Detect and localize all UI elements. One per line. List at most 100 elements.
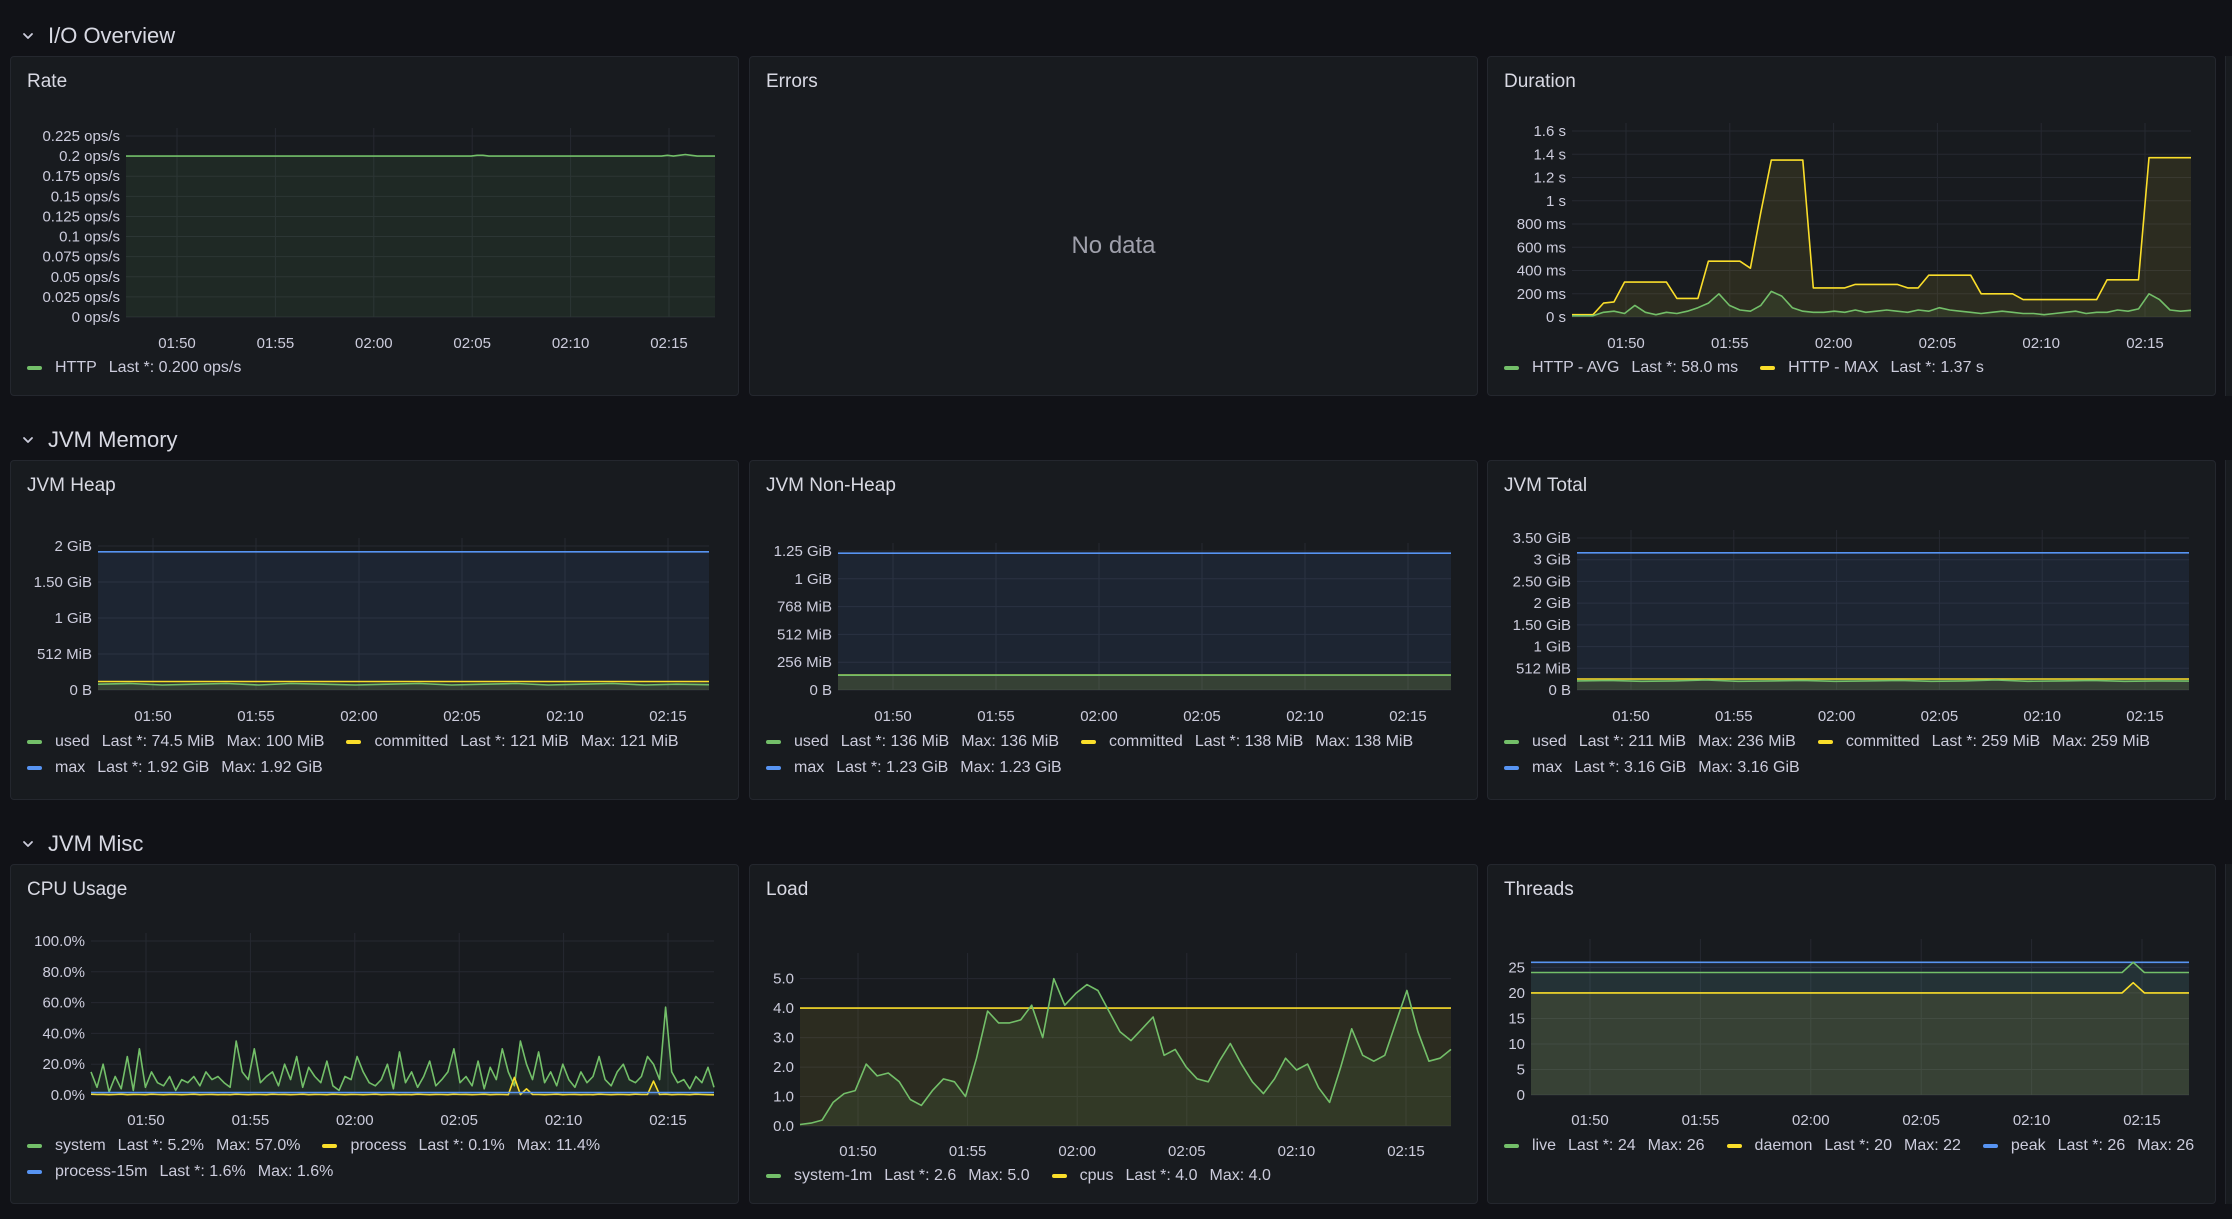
legend-series-name: committed [1845,733,1920,750]
series-fill-system-1m [800,978,1451,1126]
legend-series-name: max [794,759,825,776]
y-tick-label: 0.1 ops/s [59,229,120,246]
panel-cpu-usage[interactable]: CPU Usage 0.0% 20.0% 40.0% 60.0% 80.0% 100.0% 0… [10,864,739,1204]
panel-errors[interactable]: Errors No data [749,56,1478,396]
legend-item-max[interactable]: max Last *: 1.23 GiB Max: 1.23 GiB [766,759,1062,777]
legend-item-used[interactable]: used Last *: 136 MiB Max: 136 MiB [766,733,1059,751]
x-tick-label: 02:05 [443,708,481,725]
chevron-down-icon[interactable] [14,830,42,858]
x-tick-label: 02:05 [1902,1112,1940,1129]
legend-item-committed[interactable]: committed Last *: 138 MiB Max: 138 MiB [1081,733,1413,751]
legend-stat: Max: 26 [2137,1137,2195,1154]
y-tick-label: 400 ms [1517,263,1566,280]
y-tick-label: 1 s [1546,193,1566,210]
panel-title[interactable]: Rate [27,71,68,92]
legend-item-max[interactable]: max Last *: 1.92 GiB Max: 1.92 GiB [27,759,323,777]
legend-item-http-max[interactable]: HTTP - MAX Last *: 1.37 s [1760,359,1984,377]
y-tick-label: 2.50 GiB [1513,573,1571,590]
row-header-i-o-overview[interactable]: I/O Overview [0,12,2232,60]
legend: used Last *: 74.5 MiB Max: 100 MiB committe… [27,733,724,777]
legend-stat: Max: 26 [1647,1137,1705,1154]
series-fill-committed [98,681,709,690]
panel-title[interactable]: Errors [766,71,818,92]
y-tick-label: 0 B [69,682,92,699]
x-tick-label: 02:05 [1183,708,1221,725]
x-tick-label: 01:50 [1612,708,1650,725]
legend-series-name: HTTP - MAX [1788,359,1879,376]
row-header-jvm-misc[interactable]: JVM Misc [0,820,2232,868]
legend-item-http-avg[interactable]: HTTP - AVG Last *: 58.0 ms [1504,359,1738,377]
panel-title[interactable]: CPU Usage [27,879,128,900]
panel-title[interactable]: JVM Non-Heap [766,475,896,496]
legend: live Last *: 24 Max: 26 daemon Last *: 20 Max… [1504,1137,2201,1155]
y-tick-label: 2 GiB [1533,595,1571,612]
y-tick-label: 0.2 ops/s [59,148,120,165]
legend-item-system-1m[interactable]: system-1m Last *: 2.6 Max: 5.0 [766,1167,1030,1185]
y-tick-label: 600 ms [1517,239,1566,256]
x-tick-label: 01:55 [977,708,1015,725]
chart-threads: 0 5 10 15 20 25 01:50 01:55 02:00 02:05 02:10 02:15 [1508,939,2189,1129]
y-tick-label: 1 GiB [54,610,92,627]
legend-stat: Last *: 1.6% [159,1163,246,1180]
row-header-jvm-memory[interactable]: JVM Memory [0,416,2232,464]
x-tick-label: 01:55 [237,708,275,725]
panel-title[interactable]: Load [766,879,809,900]
x-tick-label: 02:00 [1818,708,1856,725]
legend-item-live[interactable]: live Last *: 24 Max: 26 [1504,1137,1705,1155]
series-fill-max [838,553,1451,690]
x-tick-label: 02:10 [2023,708,2061,725]
chart-jvm-non-heap: 0 B 256 MiB 512 MiB 768 MiB 1 GiB 1.25 GiB 01:… [774,543,1451,725]
panel-load[interactable]: Load 0.0 1.0 2.0 3.0 4.0 5.0 01:50 01:55 02:00 02:… [749,864,1478,1204]
legend-item-committed[interactable]: committed Last *: 121 MiB Max: 121 MiB [346,733,679,751]
legend-series-name: process [350,1137,407,1154]
legend-item-system[interactable]: system Last *: 5.2% Max: 57.0% [27,1137,300,1155]
legend-item-http[interactable]: HTTP Last *: 0.200 ops/s [27,359,241,377]
legend-item-process-15m[interactable]: process-15m Last *: 1.6% Max: 1.6% [27,1163,333,1181]
series-line-system-1m [799,977,1452,1126]
legend-stat: Max: 5.0 [968,1167,1030,1184]
x-tick-label: 02:15 [649,708,687,725]
legend-swatch [27,1170,42,1174]
y-tick-label: 1 GiB [1533,639,1571,656]
x-tick-label: 02:10 [546,708,584,725]
panel-title[interactable]: Duration [1504,71,1576,92]
legend-item-max[interactable]: max Last *: 3.16 GiB Max: 3.16 GiB [1504,759,1800,777]
panel-jvm-heap[interactable]: JVM Heap 0 B 512 MiB 1 GiB 1.50 GiB 2 GiB 01:5… [10,460,739,800]
legend-item-used[interactable]: used Last *: 74.5 MiB Max: 100 MiB [27,733,324,751]
legend-item-cpus[interactable]: cpus Last *: 4.0 Max: 4.0 [1051,1167,1271,1185]
chart-duration: 0 s 200 ms 400 ms 600 ms 800 ms 1 s 1.2 s 1.4 s… [1517,123,2192,352]
y-tick-label: 1.6 s [1533,123,1566,140]
legend-item-daemon[interactable]: daemon Last *: 20 Max: 22 [1726,1137,1961,1155]
y-tick-label: 3.50 GiB [1513,530,1571,547]
legend-swatch [27,766,42,770]
panel-title[interactable]: JVM Heap [27,475,116,496]
legend-swatch [766,740,781,744]
legend-swatch [346,740,362,744]
y-tick-label: 0 B [1548,682,1571,699]
panel-title[interactable]: JVM Total [1504,475,1588,496]
series-fill-http-avg [1572,291,2191,317]
series-fill-max [1577,552,2189,690]
panel-duration[interactable]: Duration 0 s 200 ms 400 ms 600 ms 800 ms 1 s 1.… [1487,56,2216,396]
x-tick-label: 02:15 [1387,1143,1425,1160]
legend-item-process[interactable]: process Last *: 0.1% Max: 11.4% [322,1137,600,1155]
legend-item-committed[interactable]: committed Last *: 259 MiB Max: 259 MiB [1817,733,2150,751]
panel-jvm-non-heap[interactable]: JVM Non-Heap 0 B 256 MiB 512 MiB 768 MiB 1 Gi… [749,460,1478,800]
y-tick-label: 3.0 [773,1030,794,1047]
chevron-down-icon[interactable] [14,22,42,50]
y-tick-label: 1.2 s [1533,170,1566,187]
x-tick-label: 02:10 [2013,1112,2051,1129]
y-tick-label: 10 [1508,1036,1525,1053]
legend-item-peak[interactable]: peak Last *: 26 Max: 26 [1982,1137,2195,1155]
row-title: JVM Misc [48,831,144,856]
chevron-down-icon[interactable] [14,426,42,454]
x-tick-label: 02:10 [1286,708,1324,725]
legend-stat: Max: 100 MiB [226,733,325,750]
legend-series-name: used [1532,733,1567,750]
panel-rate[interactable]: Rate 0 ops/s 0.025 ops/s 0.05 ops/s 0.075 op… [10,56,739,396]
panel-jvm-total[interactable]: JVM Total 0 B 512 MiB 1 GiB 1.50 GiB 2 GiB 2.5… [1487,460,2216,800]
series-fill-peak [1531,962,2189,1095]
panel-threads[interactable]: Threads 0 5 10 15 20 25 01:50 01:55 02:00 02:05 02:… [1487,864,2216,1204]
panel-title[interactable]: Threads [1504,879,1574,900]
legend-item-used[interactable]: used Last *: 211 MiB Max: 236 MiB [1504,733,1796,751]
